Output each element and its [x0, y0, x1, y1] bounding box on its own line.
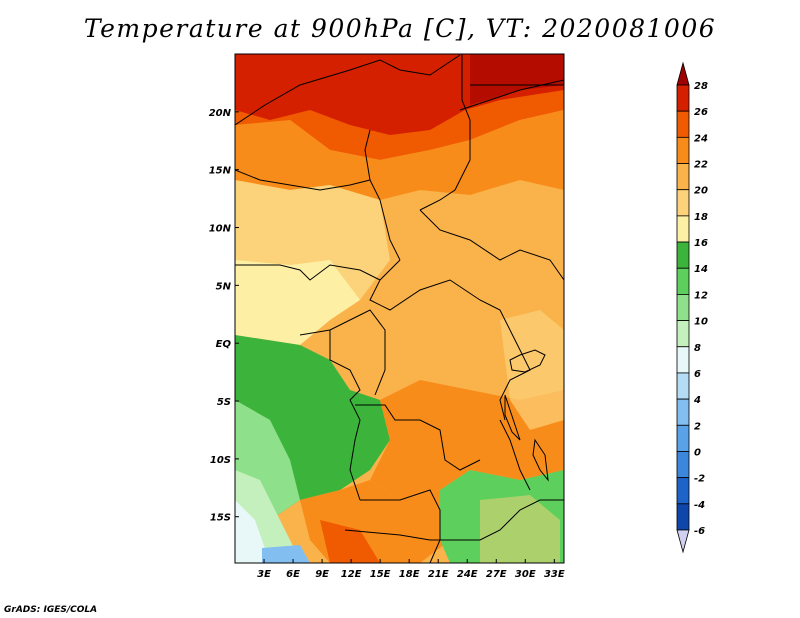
- colorbar-swatch: [676, 398, 690, 426]
- colorbar-swatch: [676, 189, 690, 217]
- colorbar-swatch: [676, 346, 690, 374]
- colorbar-label: 28: [694, 81, 708, 92]
- colorbar-label: 22: [694, 160, 708, 171]
- colorbar-label: 10: [694, 317, 708, 328]
- map-frame: [234, 53, 565, 564]
- lon-tick-label: 6E: [286, 569, 300, 580]
- colorbar-label: -4: [694, 500, 705, 511]
- colorbar-swatch: [676, 320, 690, 348]
- lon-tick-label: 18E: [399, 569, 420, 580]
- lon-tick-label: 24E: [457, 569, 478, 580]
- colorbar-label: 16: [694, 238, 708, 249]
- lat-tick-label: 5S: [217, 397, 231, 408]
- colorbar-label: 2: [694, 421, 701, 432]
- colorbar-swatch: [676, 215, 690, 243]
- lon-tick-label: 21E: [428, 569, 449, 580]
- colorbar-top-arrow: [676, 61, 690, 86]
- colorbar-swatch: [676, 294, 690, 321]
- latitude-axis: 20N 15N 10N 5N EQ 5S 10S 15S: [209, 108, 239, 524]
- colorbar-swatch: [676, 110, 690, 138]
- lon-tick-label: 3E: [257, 569, 271, 580]
- lat-tick-label: 10N: [209, 224, 232, 235]
- grads-credit: GrADS: IGES/COLA: [4, 605, 98, 615]
- temperature-field: [235, 54, 564, 563]
- colorbar-swatch: [676, 451, 690, 479]
- colorbar-label: 6: [694, 369, 701, 380]
- colorbar-label: 20: [694, 186, 708, 197]
- lat-tick-label: 10S: [210, 455, 231, 466]
- lat-tick-label: 15N: [209, 166, 232, 177]
- colorbar-swatch: [676, 241, 690, 269]
- country-borders: [235, 54, 564, 563]
- lat-tick-label: 20N: [209, 108, 232, 119]
- colorbar-swatch: [676, 424, 690, 452]
- colorbar-label: 4: [693, 395, 701, 406]
- colorbar-swatch: [676, 163, 690, 191]
- chart-title: Temperature at 900hPa [C], VT: 202008100…: [83, 14, 717, 43]
- colorbar-label: 8: [694, 343, 701, 354]
- colorbar-label: 18: [694, 212, 708, 223]
- colorbar-swatch: [676, 372, 690, 400]
- lon-tick-label: 15E: [370, 569, 391, 580]
- colorbar-label: 12: [694, 290, 708, 301]
- colorbar-swatch: [676, 477, 690, 505]
- longitude-axis: 3E 6E 9E 12E 15E 18E 21E 24E 27E 30E 33E: [257, 559, 565, 580]
- colorbar-label: -2: [694, 474, 705, 485]
- colorbar-label: 26: [694, 107, 708, 118]
- lat-tick-label: 15S: [210, 513, 231, 524]
- colorbar-label: 24: [694, 133, 708, 144]
- colorbar-label: -6: [694, 526, 705, 537]
- lon-tick-label: 27E: [486, 569, 507, 580]
- colorbar-swatch: [676, 136, 690, 164]
- lon-tick-label: 9E: [315, 569, 329, 580]
- colorbar-label: 0: [694, 447, 701, 458]
- colorbar-swatch: [676, 267, 690, 295]
- colorbar-swatch: [676, 84, 690, 112]
- lon-tick-label: 12E: [341, 569, 362, 580]
- lakes: [504, 349, 549, 482]
- lon-tick-label: 33E: [544, 569, 565, 580]
- lat-tick-label: 5N: [216, 281, 232, 292]
- lat-tick-label: EQ: [216, 339, 232, 350]
- lon-tick-label: 30E: [515, 569, 536, 580]
- colorbar-label: 14: [694, 264, 708, 275]
- colorbar-bottom-arrow: [676, 529, 690, 554]
- colorbar-swatch: [676, 503, 690, 531]
